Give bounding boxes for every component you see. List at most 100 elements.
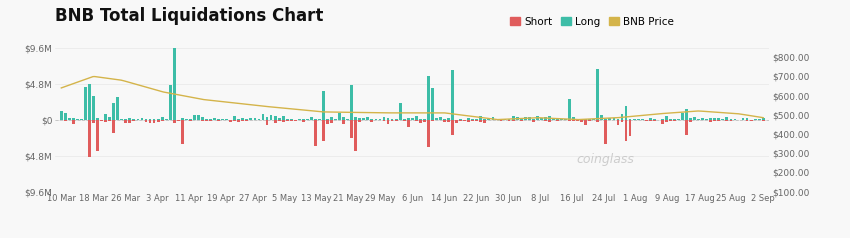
- Bar: [491, 118, 495, 119]
- Bar: [169, 85, 172, 119]
- Bar: [262, 114, 264, 119]
- Bar: [519, 119, 523, 121]
- Bar: [294, 119, 297, 121]
- Bar: [108, 117, 111, 119]
- Bar: [209, 119, 212, 121]
- Bar: [354, 119, 357, 151]
- Bar: [625, 106, 627, 119]
- Bar: [318, 119, 321, 120]
- Bar: [221, 119, 224, 120]
- Bar: [375, 119, 377, 120]
- Bar: [201, 119, 204, 121]
- Bar: [468, 118, 470, 119]
- Bar: [92, 96, 95, 119]
- Bar: [387, 118, 389, 119]
- Bar: [411, 118, 414, 119]
- Bar: [665, 116, 668, 119]
- Bar: [161, 119, 163, 121]
- Bar: [241, 118, 244, 119]
- Bar: [237, 119, 241, 122]
- Bar: [431, 119, 434, 121]
- Bar: [726, 119, 728, 121]
- Bar: [717, 119, 720, 121]
- Bar: [669, 119, 672, 121]
- Bar: [507, 119, 511, 120]
- Bar: [137, 119, 139, 120]
- Bar: [189, 119, 192, 121]
- Bar: [451, 70, 454, 119]
- Bar: [274, 119, 276, 123]
- Bar: [112, 103, 115, 119]
- Bar: [399, 103, 401, 119]
- Bar: [447, 119, 450, 122]
- Bar: [597, 119, 599, 122]
- Bar: [415, 119, 417, 121]
- Bar: [362, 119, 365, 120]
- Bar: [512, 119, 514, 121]
- Bar: [685, 119, 688, 135]
- Bar: [649, 118, 652, 119]
- Bar: [213, 119, 216, 120]
- Bar: [415, 116, 417, 119]
- Bar: [713, 119, 717, 121]
- Bar: [149, 119, 151, 123]
- Bar: [343, 117, 345, 119]
- Bar: [156, 119, 160, 122]
- Bar: [524, 117, 527, 119]
- Text: BNB Total Liquidations Chart: BNB Total Liquidations Chart: [55, 7, 324, 25]
- Bar: [108, 119, 111, 121]
- Bar: [140, 118, 144, 119]
- Bar: [431, 88, 434, 119]
- Bar: [306, 119, 309, 120]
- Bar: [544, 119, 547, 121]
- Bar: [140, 119, 144, 120]
- Bar: [439, 119, 442, 120]
- Bar: [677, 119, 680, 120]
- Bar: [144, 119, 147, 122]
- Bar: [153, 119, 156, 123]
- Bar: [694, 117, 696, 119]
- Bar: [689, 118, 692, 119]
- Bar: [475, 119, 479, 121]
- Bar: [568, 99, 571, 119]
- Bar: [298, 119, 301, 120]
- Bar: [681, 119, 684, 120]
- Bar: [572, 119, 575, 121]
- Bar: [613, 118, 615, 119]
- Bar: [439, 117, 442, 119]
- Bar: [568, 119, 571, 121]
- Bar: [394, 119, 398, 121]
- Bar: [213, 118, 216, 119]
- Bar: [479, 116, 482, 119]
- Bar: [265, 117, 269, 119]
- Bar: [258, 119, 260, 120]
- Bar: [105, 119, 107, 122]
- Bar: [479, 119, 482, 122]
- Bar: [64, 119, 67, 121]
- Bar: [197, 119, 200, 120]
- Bar: [661, 119, 664, 124]
- Bar: [286, 119, 289, 121]
- Bar: [72, 118, 75, 119]
- Bar: [241, 119, 244, 121]
- Bar: [685, 109, 688, 119]
- Bar: [278, 118, 280, 119]
- Bar: [581, 119, 583, 122]
- Bar: [197, 114, 200, 119]
- Bar: [181, 118, 184, 119]
- Bar: [456, 119, 458, 123]
- Bar: [516, 117, 518, 119]
- Bar: [201, 117, 204, 119]
- Bar: [762, 119, 765, 121]
- Bar: [463, 119, 466, 121]
- Bar: [536, 116, 539, 119]
- Bar: [451, 119, 454, 135]
- Bar: [600, 115, 604, 119]
- Bar: [738, 119, 740, 120]
- Bar: [322, 119, 325, 141]
- Bar: [750, 119, 752, 121]
- Bar: [269, 115, 273, 119]
- Bar: [556, 119, 559, 121]
- Bar: [649, 119, 652, 121]
- Bar: [710, 119, 712, 123]
